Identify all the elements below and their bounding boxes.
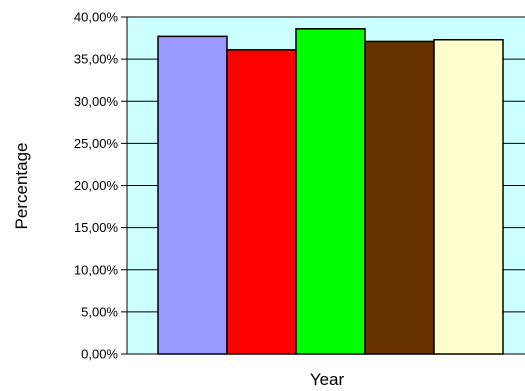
bar bbox=[433, 38, 504, 355]
y-axis-title: Percentage bbox=[12, 143, 31, 230]
bar bbox=[295, 28, 366, 355]
bar bbox=[364, 40, 435, 355]
y-axis-ticks: 0,00% 5,00% 10,00% 15,00% 20,00% 25,00% 30,00%… bbox=[74, 10, 127, 362]
y-tick-label: 40,00% bbox=[74, 10, 119, 25]
y-tick-label: 25,00% bbox=[74, 136, 119, 151]
x-axis-title: Year bbox=[310, 370, 345, 389]
bar bbox=[157, 35, 228, 355]
y-tick-label: 10,00% bbox=[74, 262, 119, 277]
bar bbox=[226, 49, 297, 355]
y-tick-label: 0,00% bbox=[81, 347, 118, 362]
y-tick-label: 15,00% bbox=[74, 220, 119, 235]
y-tick-label: 20,00% bbox=[74, 178, 119, 193]
bars bbox=[157, 28, 504, 355]
y-tick-label: 5,00% bbox=[81, 304, 118, 319]
y-tick-label: 35,00% bbox=[74, 52, 119, 67]
y-tick-label: 30,00% bbox=[74, 94, 119, 109]
